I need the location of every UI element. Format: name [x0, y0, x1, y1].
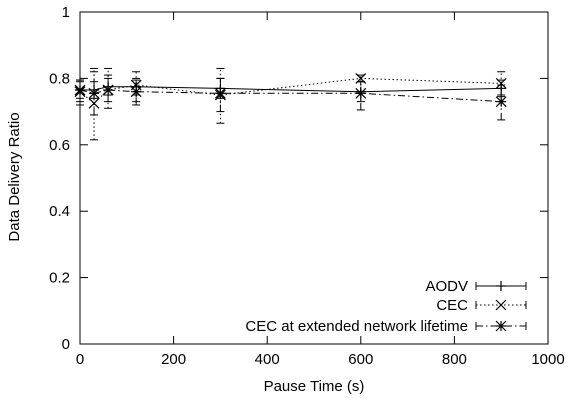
legend-label: CEC at extended network lifetime — [245, 318, 468, 335]
error-bar — [356, 81, 365, 111]
point-marker-x — [495, 299, 507, 311]
y-axis-title: Data Delivery Ratio — [6, 112, 23, 241]
point-marker-star — [88, 87, 100, 99]
legend-item: AODV — [425, 278, 527, 295]
y-tick-label: 0.4 — [49, 203, 70, 220]
x-tick-label: 600 — [348, 351, 373, 368]
x-axis-title: Pause Time (s) — [264, 378, 365, 395]
y-tick-label: 0.6 — [49, 137, 70, 154]
series-line — [79, 77, 502, 104]
x-tick-label: 800 — [442, 351, 467, 368]
point-marker-star — [130, 86, 142, 98]
x-tick-label: 400 — [255, 351, 280, 368]
error-bar — [104, 74, 113, 103]
plot-area-border — [79, 11, 549, 345]
point-marker-star — [102, 84, 114, 96]
error-bar — [216, 67, 225, 124]
point-marker-x — [88, 97, 100, 109]
legend-label: AODV — [425, 278, 468, 295]
x-tick-label: 200 — [161, 351, 186, 368]
point-marker-star — [495, 320, 507, 332]
y-tick-label: 0.2 — [49, 270, 70, 287]
y-tick-label: 1 — [62, 4, 70, 21]
point-marker-star — [355, 87, 367, 99]
point-marker-x — [495, 77, 507, 89]
point-marker-star — [74, 84, 86, 96]
legend-label: CEC — [436, 297, 468, 314]
series-1 — [74, 67, 507, 141]
error-bar — [90, 67, 99, 141]
point-marker-star — [214, 87, 226, 99]
error-bar — [132, 79, 141, 106]
legend-item: CEC at extended network lifetime — [245, 318, 527, 335]
legend-item: CEC — [436, 297, 527, 314]
x-tick-label: 1000 — [531, 351, 564, 368]
x-tick-label: 0 — [76, 351, 84, 368]
point-marker-plus — [496, 281, 506, 291]
point-marker-star — [495, 96, 507, 108]
series-2 — [74, 71, 507, 121]
y-tick-label: 0 — [62, 336, 70, 353]
y-tick-label: 0.8 — [49, 70, 70, 87]
series-line — [80, 86, 502, 93]
series-line — [79, 89, 502, 103]
error-bar — [90, 71, 99, 116]
